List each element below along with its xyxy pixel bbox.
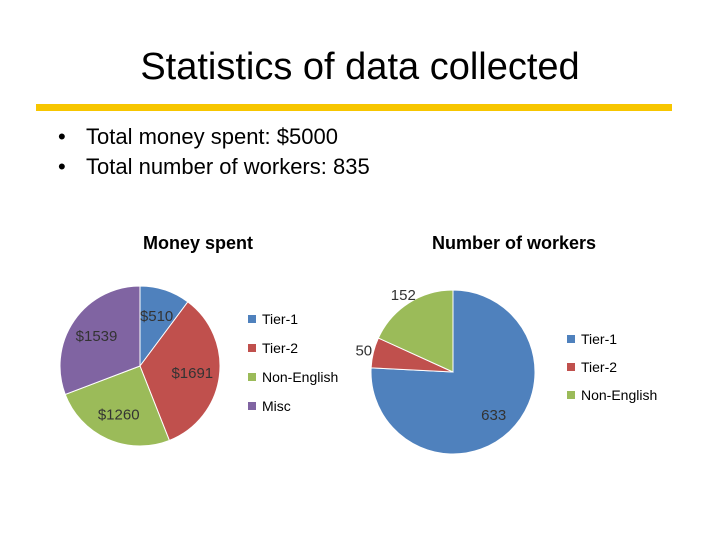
pie-data-label: $1691 <box>171 365 213 382</box>
bullet-item: • Total money spent: $5000 <box>58 122 370 152</box>
pie-chart-number-of-workers: Number of workers 633 50 152 Tier-1 Tier-2 Non… <box>355 233 657 455</box>
legend-label: Tier-1 <box>581 331 617 347</box>
legend-swatch <box>567 363 575 371</box>
legend-label: Non-English <box>581 387 657 403</box>
pie-slice-misc <box>59 285 141 396</box>
pie-slice-non-english <box>64 365 171 447</box>
chart-title: Number of workers <box>432 233 596 253</box>
legend-label: Misc <box>262 398 291 414</box>
legend-swatch <box>248 373 256 381</box>
bullet-text-workers: Total number of workers: 835 <box>86 154 370 179</box>
legend-swatch <box>567 391 575 399</box>
pie-data-label: 50 <box>355 342 372 359</box>
slide-title: Statistics of data collected <box>140 46 580 88</box>
bullet-text-money: Total money spent: $5000 <box>86 124 338 149</box>
chart-title: Money spent <box>143 233 253 253</box>
pie-slice-non-english <box>377 289 454 373</box>
bullet-list: • Total money spent: $5000 • Total number … <box>58 122 370 182</box>
legend-swatch <box>248 315 256 323</box>
bullet-item: • Total number of workers: 835 <box>58 152 370 182</box>
pie-slice-tier-2 <box>139 301 221 442</box>
legend-label: Non-English <box>262 369 338 385</box>
pie-data-label: 152 <box>391 287 416 304</box>
pie-data-label: $510 <box>140 308 173 325</box>
legend-label: Tier-2 <box>581 359 617 375</box>
pie-data-label: $1260 <box>98 406 140 423</box>
bullet-dot: • <box>58 124 66 149</box>
pie-data-label: 633 <box>481 407 506 424</box>
legend-swatch <box>248 344 256 352</box>
pie-chart-money-spent: Money spent $510 $1691 $1260 $1539 Tier-1 Tier… <box>59 233 338 447</box>
title-underline <box>36 104 672 111</box>
legend-swatch <box>248 402 256 410</box>
legend-label: Tier-1 <box>262 311 298 327</box>
pie-data-label: $1539 <box>76 328 118 345</box>
legend-swatch <box>567 335 575 343</box>
bullet-dot: • <box>58 154 66 179</box>
legend-label: Tier-2 <box>262 340 298 356</box>
